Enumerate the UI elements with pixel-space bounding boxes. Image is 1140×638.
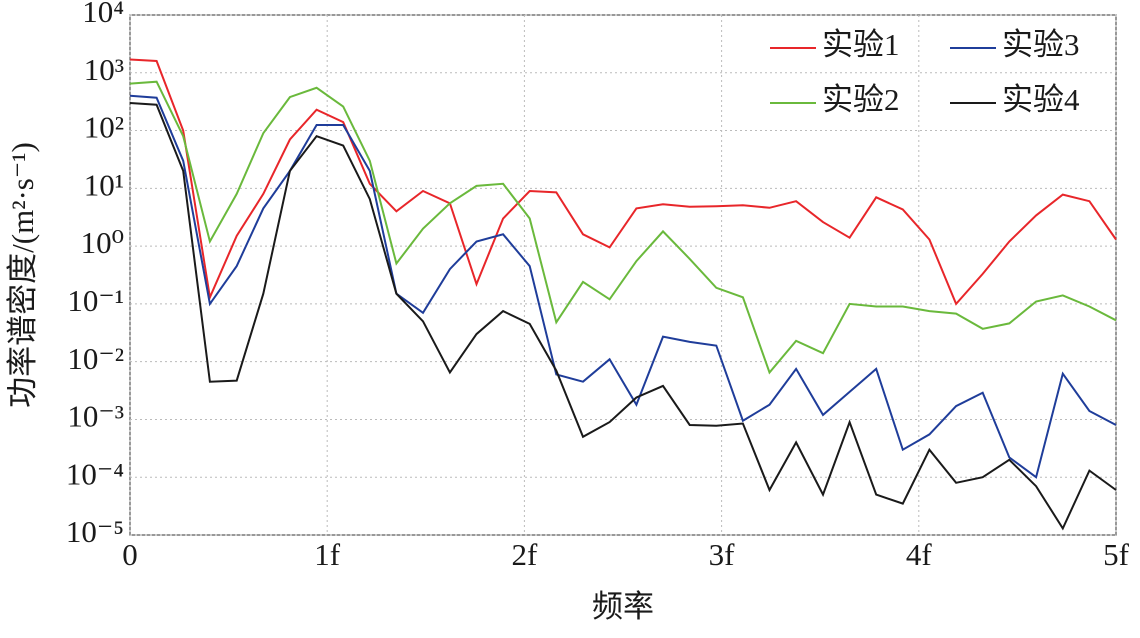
x-tick-label: 4f [906,537,933,572]
y-tick-label: 10³ [84,52,124,87]
y-tick-label: 10¹ [84,167,124,202]
x-tick-label: 2f [511,537,538,572]
x-tick-label: 0 [122,537,138,572]
y-tick-label: 10⁰ [81,225,124,260]
x-axis-label: 频率 [592,589,654,624]
y-tick-label: 10⁻¹ [67,283,124,318]
data-line [129,102,1117,531]
y-tick-label: 10⁴ [82,0,124,29]
legend-label: 实验4 [1002,82,1080,117]
x-tick-label: 5f [1103,537,1130,572]
data-line [129,80,1117,375]
y-axis-label: 功率谱密度/(m²·s⁻¹) [5,142,40,408]
legend-label: 实验1 [822,27,900,62]
data-line [129,58,1117,306]
legend-label: 实验3 [1002,27,1080,62]
y-tick-label: 10⁻² [67,341,124,376]
data-line [129,94,1117,479]
plot-frame [129,14,1117,536]
y-tick-label: 10⁻⁵ [66,514,124,549]
y-tick-label: 10² [84,110,124,145]
y-tick-label: 10⁻³ [67,399,124,434]
legend-label: 实验2 [822,82,900,117]
y-tick-label: 10⁻⁴ [66,456,124,491]
x-tick-label: 3f [709,537,736,572]
x-tick-label: 1f [314,537,341,572]
